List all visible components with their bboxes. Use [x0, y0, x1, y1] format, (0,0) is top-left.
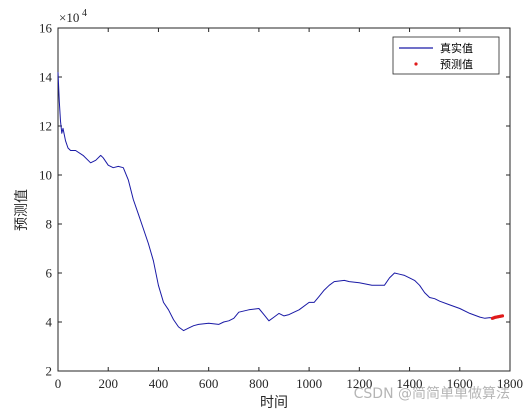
- x-tick-label: 200: [98, 376, 118, 391]
- legend-box: [392, 36, 500, 75]
- axis-tick-labels: 0 200 400 600 800 1000 1200 1400 1600 1800 2 4 6 8 10 1…: [39, 21, 523, 392]
- y-tick-label: 6: [46, 266, 53, 281]
- y-multiplier: ×10 4: [59, 8, 87, 25]
- watermark: CSDN @简简单单做算法: [353, 386, 510, 402]
- y-tick-label: 4: [46, 315, 53, 330]
- legend: 真实值 预测值: [392, 36, 500, 75]
- x-tick-label: 1600: [447, 376, 473, 391]
- y-tick-label: 16: [39, 21, 53, 36]
- x-tick-label: 400: [149, 376, 169, 391]
- y-tick-label: 14: [39, 70, 53, 85]
- y-tick-label: 10: [39, 168, 52, 183]
- x-tick-label: 800: [249, 376, 269, 391]
- x-tick-label: 1200: [346, 376, 372, 391]
- legend-label-pred: 预测值: [440, 58, 473, 71]
- x-tick-label: 1400: [397, 376, 423, 391]
- series-layer: [57, 72, 505, 332]
- x-tick-label: 600: [199, 376, 219, 391]
- series-line-true: [57, 72, 495, 332]
- axis-ticks: [57, 27, 511, 372]
- y-tick-label: 12: [39, 119, 52, 134]
- x-tick-label: 0: [55, 376, 62, 391]
- legend-point-sample: [414, 62, 418, 66]
- y-multiplier-base: ×10: [59, 10, 79, 25]
- x-tick-label: 1000: [296, 376, 322, 391]
- plot-area: [57, 27, 511, 372]
- y-tick-label: 2: [46, 364, 53, 379]
- legend-label-true: 真实值: [440, 41, 473, 55]
- y-tick-label: 8: [46, 217, 53, 232]
- series-point-pred: [500, 314, 505, 318]
- x-tick-label: 1800: [497, 376, 523, 391]
- y-multiplier-exponent: 4: [82, 8, 87, 19]
- x-axis-label: 时间: [260, 395, 288, 411]
- y-axis-label: 预测值: [14, 189, 30, 231]
